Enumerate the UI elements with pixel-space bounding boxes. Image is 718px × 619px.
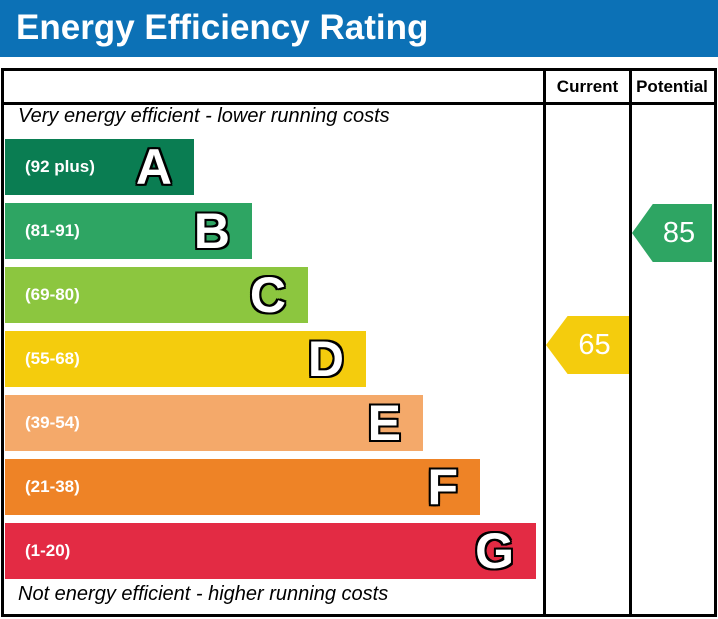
- current-value: 65: [578, 329, 611, 361]
- band-F: (21-38) F: [5, 459, 480, 515]
- header-divider-line: [4, 102, 714, 105]
- band-range-label: (92 plus): [25, 157, 95, 176]
- band-letter: F: [427, 459, 458, 515]
- band-range-label: (39-54): [25, 413, 80, 432]
- band-D: (55-68) D: [5, 331, 366, 387]
- band-B: (81-91) B: [5, 203, 252, 259]
- band-range-label: (55-68): [25, 349, 80, 368]
- energy-efficiency-chart: Current Potential Very energy efficient …: [1, 68, 717, 617]
- band-range-label: (69-80): [25, 285, 80, 304]
- band-letter: A: [135, 139, 172, 195]
- band-G: (1-20) G: [5, 523, 536, 579]
- band-A: (92 plus) A: [5, 139, 194, 195]
- potential-column-header: Potential: [636, 77, 708, 96]
- rating-bands: (92 plus) A (81-91) B (69-80) C (55-68) D (39-54…: [5, 139, 542, 587]
- band-E: (39-54) E: [5, 395, 423, 451]
- title-bar: Energy Efficiency Rating: [0, 0, 718, 57]
- potential-value: 85: [662, 217, 696, 249]
- current-marker: 65: [546, 316, 629, 374]
- band-letter: C: [249, 267, 286, 323]
- band-letter: B: [193, 203, 230, 259]
- band-range-label: (21-38): [25, 477, 80, 496]
- band-range-label: (81-91): [25, 221, 80, 240]
- top-note: Very energy efficient - lower running co…: [18, 105, 390, 127]
- band-range-label: (1-20): [25, 541, 71, 560]
- band-letter: E: [367, 395, 401, 451]
- current-column-divider: [543, 71, 546, 614]
- current-column-header: Current: [556, 77, 619, 96]
- potential-column-divider: [629, 71, 632, 614]
- band-letter: D: [307, 331, 344, 387]
- bottom-note: Not energy efficient - higher running co…: [18, 583, 389, 605]
- potential-marker: 85: [632, 204, 712, 262]
- band-C: (69-80) C: [5, 267, 308, 323]
- page-title: Energy Efficiency Rating: [16, 8, 429, 47]
- band-letter: G: [475, 523, 514, 579]
